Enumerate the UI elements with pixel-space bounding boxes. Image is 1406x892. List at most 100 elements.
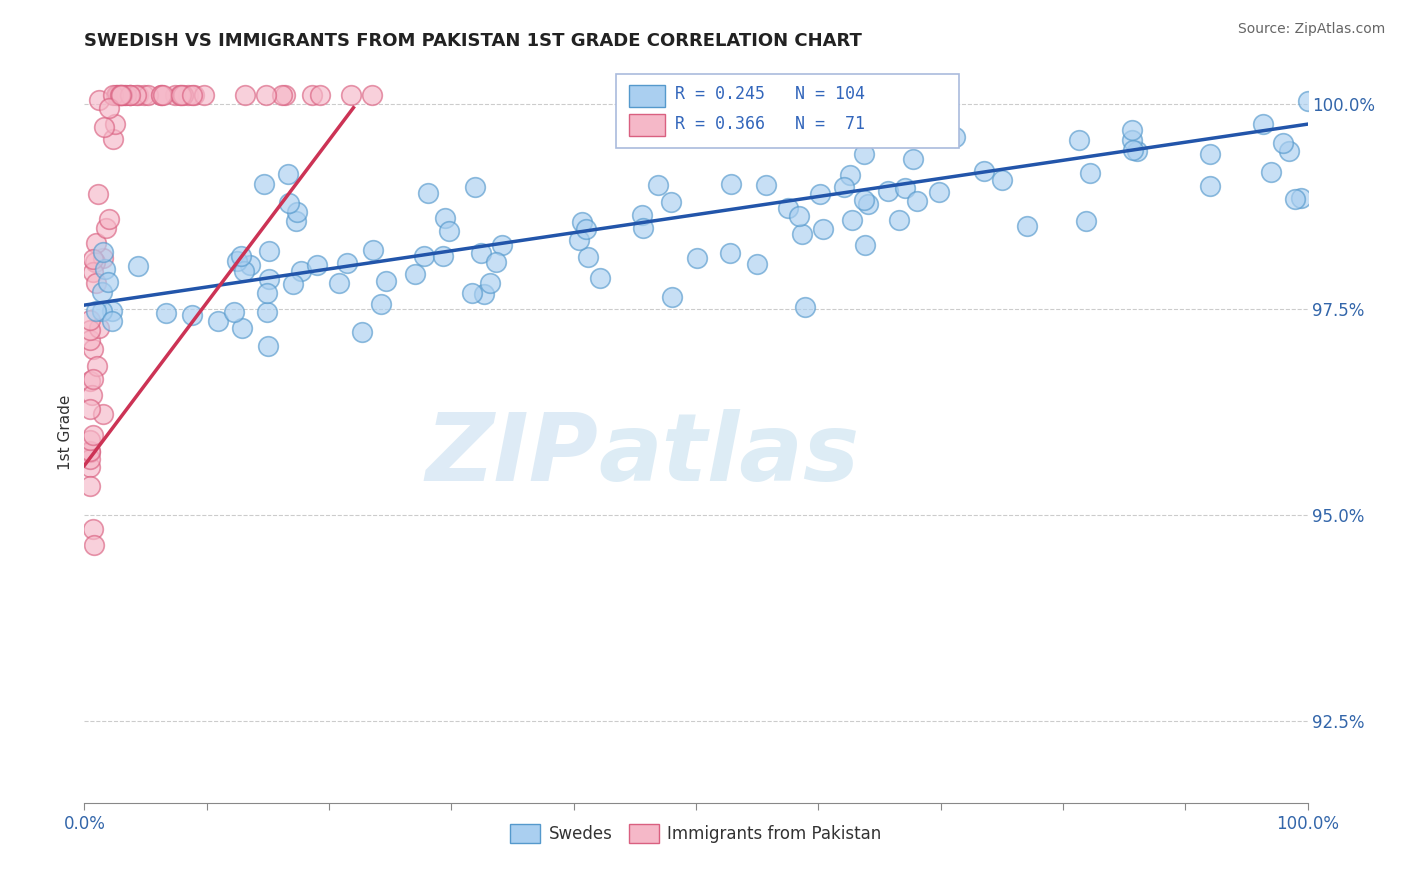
Point: [97, 102, 120, 116]
Point: [84, 236, 107, 251]
Point: [1284, 193, 1306, 207]
Point: [568, 233, 591, 247]
Point: [79, 374, 101, 388]
Point: [149, 88, 172, 103]
Point: [118, 88, 141, 103]
Point: [361, 88, 384, 103]
Point: [91, 244, 114, 259]
Text: R = 0.245   N = 104: R = 0.245 N = 104: [675, 86, 865, 103]
Point: [233, 88, 256, 103]
Point: [120, 88, 142, 103]
Point: [79, 433, 101, 447]
Point: [1121, 123, 1143, 137]
Point: [79, 333, 101, 347]
Text: atlas: atlas: [598, 409, 859, 500]
Point: [472, 286, 495, 301]
Point: [352, 325, 374, 339]
Point: [363, 244, 385, 258]
Point: [1296, 94, 1319, 108]
Point: [170, 88, 193, 103]
Point: [720, 177, 742, 191]
Point: [104, 88, 127, 103]
Point: [370, 297, 392, 311]
Text: ZIP: ZIP: [425, 409, 598, 500]
Point: [856, 196, 879, 211]
Point: [285, 205, 308, 219]
Point: [115, 88, 138, 103]
Point: [808, 186, 831, 201]
Point: [79, 452, 101, 467]
Point: [571, 215, 593, 229]
Point: [1078, 166, 1101, 180]
Point: [305, 258, 328, 272]
Point: [97, 276, 120, 290]
Point: [79, 478, 101, 492]
Point: [118, 88, 141, 103]
Point: [588, 271, 610, 285]
Point: [901, 153, 924, 167]
Point: [91, 303, 114, 318]
Point: [83, 538, 105, 552]
Point: [841, 213, 863, 227]
Point: [340, 88, 363, 103]
Point: [1198, 178, 1220, 193]
Point: [136, 88, 159, 103]
Point: [1278, 144, 1301, 158]
Point: [108, 88, 131, 103]
Point: [79, 444, 101, 458]
Point: [172, 88, 194, 103]
Point: [183, 88, 205, 103]
Point: [464, 180, 486, 194]
Point: [155, 306, 177, 320]
Point: [91, 252, 114, 266]
Point: [659, 195, 682, 210]
Point: [284, 214, 307, 228]
Point: [281, 277, 304, 291]
Point: [838, 168, 860, 182]
Point: [461, 286, 484, 301]
Point: [991, 173, 1014, 187]
Point: [718, 245, 741, 260]
Point: [93, 262, 115, 277]
Point: [93, 120, 115, 134]
Text: Source: ZipAtlas.com: Source: ZipAtlas.com: [1237, 22, 1385, 37]
Point: [792, 227, 814, 242]
Point: [853, 238, 876, 252]
Point: [416, 186, 439, 200]
Point: [79, 323, 101, 337]
Point: [273, 88, 295, 103]
Point: [1017, 219, 1039, 233]
Point: [193, 88, 215, 103]
FancyBboxPatch shape: [628, 85, 665, 107]
Point: [111, 88, 134, 103]
Point: [82, 342, 104, 356]
Point: [97, 212, 120, 227]
Point: [256, 286, 278, 301]
Point: [1126, 145, 1149, 159]
Point: [257, 339, 280, 353]
Point: [82, 427, 104, 442]
Point: [87, 93, 110, 107]
Point: [576, 250, 599, 264]
Point: [432, 249, 454, 263]
Point: [82, 523, 104, 537]
Point: [231, 320, 253, 334]
Point: [82, 265, 104, 279]
Point: [336, 255, 359, 269]
Point: [686, 251, 709, 265]
Point: [104, 117, 127, 131]
Point: [91, 407, 114, 421]
Point: [794, 300, 817, 314]
FancyBboxPatch shape: [628, 114, 665, 136]
Point: [479, 276, 502, 290]
Point: [470, 245, 492, 260]
Point: [437, 224, 460, 238]
Point: [1260, 165, 1282, 179]
Point: [301, 88, 323, 103]
Point: [80, 388, 103, 402]
Point: [207, 314, 229, 328]
Point: [745, 257, 768, 271]
Point: [905, 194, 928, 209]
Point: [180, 308, 202, 322]
Point: [169, 88, 191, 103]
